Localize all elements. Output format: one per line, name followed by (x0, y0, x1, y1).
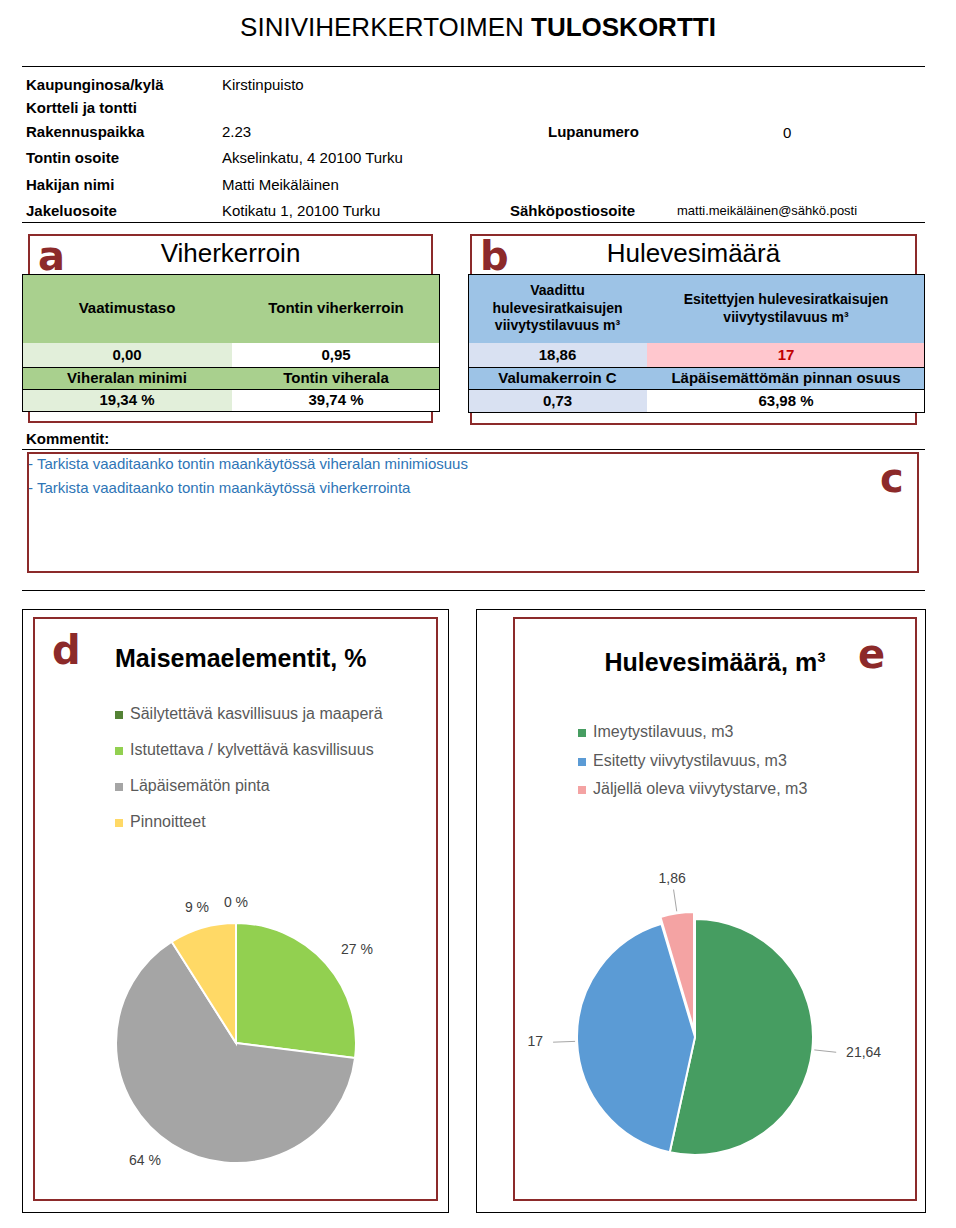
comments-title: Kommentit: (26, 430, 109, 447)
chart-title: Hulevesimäärä, m³ (515, 648, 915, 677)
table-header: Valumakerroin C (468, 367, 647, 389)
field-label: Hakijan nimi (26, 176, 114, 193)
legend-swatch (578, 758, 586, 766)
chart-title: Maisemaelementit, % (115, 644, 367, 673)
leader-line (814, 1050, 836, 1052)
table-cell: 17 (647, 343, 925, 367)
field-label: Rakennuspaikka (26, 123, 144, 140)
table-cell: 63,98 % (647, 389, 925, 413)
leader-line (674, 890, 677, 912)
panel-letter: e (858, 634, 885, 674)
table-cell: 0,00 (22, 343, 232, 367)
legend-swatch (115, 783, 123, 791)
rule (22, 66, 925, 67)
table-cell: 39,74 % (232, 389, 440, 412)
title-normal: SINIVIHERKERTOIMEN (240, 12, 524, 42)
field-label: Kortteli ja tontti (26, 99, 137, 116)
field-label: Tontin osoite (26, 149, 119, 166)
legend-swatch (115, 819, 123, 827)
data-label: 9 % (185, 899, 209, 915)
panel-title: Viherkerroin (28, 238, 433, 269)
field-label: Lupanumero (548, 123, 639, 140)
legend-label: Istutettava / kylvettävä kasvillisuus (130, 741, 374, 759)
field-value: Kotikatu 1, 20100 Turku (222, 202, 380, 219)
table-rule (468, 367, 925, 368)
field-value: matti.meikäläinen@sähkö.posti (677, 203, 857, 218)
legend-label: Imeytystilavuus, m3 (593, 723, 733, 741)
comment: - Tarkista vaaditaanko tontin maankäytös… (28, 479, 410, 496)
panel-frame (27, 452, 919, 573)
leader-line (553, 1041, 575, 1043)
data-label: 21,64 (846, 1044, 881, 1060)
field-label: Sähköpostiosoite (510, 202, 635, 219)
legend-swatch (578, 786, 586, 794)
table-rule (22, 367, 440, 368)
table-cell: 19,34 % (22, 389, 232, 412)
table-header: Esitettyjen hulevesiratkaisujen viivytys… (647, 274, 925, 343)
panel-title: Hulevesimäärä (470, 238, 917, 269)
rule (22, 222, 925, 223)
field-value: 2.23 (222, 123, 251, 140)
page: SINIVIHERKERTOIMEN TULOSKORTTI Kaupungino… (0, 0, 956, 1228)
legend-label: Läpäisemätön pinta (130, 777, 270, 795)
table-rule (468, 389, 925, 390)
table-header: Vaadittu hulevesiratkaisujen viivytystil… (468, 274, 647, 343)
table-rule (22, 389, 440, 390)
field-value: Akselinkatu, 4 20100 Turku (222, 149, 403, 166)
panel-letter: c (880, 458, 904, 498)
panel-letter: d (52, 630, 81, 670)
data-label: 0 % (224, 894, 248, 910)
legend-label: Esitetty viivytystilavuus, m3 (593, 752, 787, 770)
pie-chart: 21,64 17 1,86 (0, 0, 956, 1228)
data-label: 27 % (341, 941, 373, 957)
pie-slice (660, 912, 694, 1030)
table-frame (22, 274, 440, 412)
legend-label: Jäljellä oleva viivytystarve, m3 (593, 780, 807, 798)
table-cell: 0,73 (468, 389, 647, 413)
table-header: Viheralan minimi (22, 367, 232, 389)
table-cell: 0,95 (232, 343, 440, 367)
title-bold: TULOSKORTTI (531, 12, 716, 42)
rule (22, 590, 925, 591)
legend-swatch (115, 711, 123, 719)
data-label: 1,86 (659, 870, 686, 886)
table-header: Vaatimustaso (22, 274, 232, 343)
legend-label: Säilytettävä kasvillisuus ja maaperä (130, 705, 383, 723)
legend-swatch (115, 747, 123, 755)
table-header: Läpäisemättömän pinnan osuus (647, 367, 925, 389)
data-label: 64 % (129, 1152, 161, 1168)
table-header: Tontin viherala (232, 367, 440, 389)
legend-swatch (578, 729, 586, 737)
comment: - Tarkista vaaditaanko tontin maankäytös… (28, 455, 468, 472)
legend-label: Pinnoitteet (130, 813, 206, 831)
pie-slice (172, 923, 236, 1043)
data-label: 17 (528, 1033, 544, 1049)
space (524, 12, 531, 42)
field-value: Kirstinpuisto (222, 76, 304, 93)
pie-slice (236, 923, 356, 1058)
table-header: Tontin viherkerroin (232, 274, 440, 343)
field-value: 0 (783, 124, 791, 141)
table-cell: 18,86 (468, 343, 647, 367)
table-frame (468, 274, 925, 413)
rule (22, 449, 925, 450)
field-value: Matti Meikäläinen (222, 176, 339, 193)
panel-letter: a (38, 236, 65, 276)
title: SINIVIHERKERTOIMEN TULOSKORTTI (0, 12, 956, 43)
panel-letter: b (480, 236, 509, 276)
field-label: Kaupunginosa/kylä (26, 76, 164, 93)
field-label: Jakeluosoite (26, 202, 117, 219)
